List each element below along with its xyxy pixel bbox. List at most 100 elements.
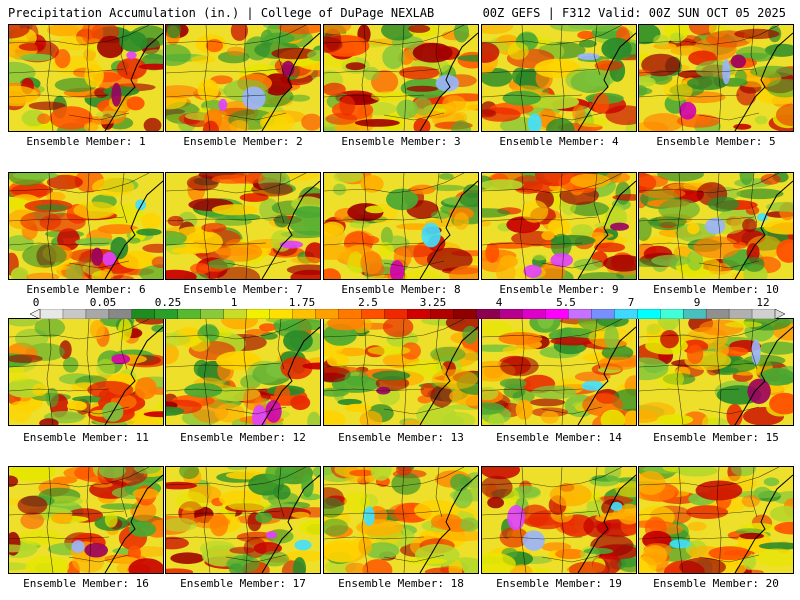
ensemble-map-panel bbox=[165, 318, 321, 426]
colorbar-tick-label: 4 bbox=[495, 296, 503, 309]
colorbar-swatch bbox=[62, 309, 87, 319]
precipitation-field bbox=[324, 467, 478, 573]
colorbar-tick-label: 12 bbox=[756, 296, 770, 309]
colorbar-swatch bbox=[154, 309, 179, 319]
precipitation-field bbox=[482, 467, 636, 573]
ensemble-member-label: Ensemble Member: 12 bbox=[180, 431, 306, 444]
ensemble-map-panel bbox=[481, 172, 637, 280]
precipitation-field bbox=[9, 319, 163, 425]
precipitation-field bbox=[482, 173, 636, 279]
ensemble-member-label: Ensemble Member: 18 bbox=[338, 577, 464, 590]
ensemble-member-label: Ensemble Member: 19 bbox=[496, 577, 622, 590]
precipitation-field bbox=[482, 319, 636, 425]
colorbar-tick-label: 0 bbox=[32, 296, 40, 309]
header: Precipitation Accumulation (in.) | Colle… bbox=[0, 0, 800, 22]
product-title: Precipitation Accumulation (in.) | Colle… bbox=[8, 6, 435, 20]
ensemble-map-panel bbox=[323, 318, 479, 426]
precipitation-field bbox=[166, 467, 320, 573]
colorbar-swatch bbox=[246, 309, 271, 319]
colorbar-tick-label: 2.5 bbox=[358, 296, 378, 309]
precipitation-field bbox=[166, 319, 320, 425]
precipitation-field bbox=[482, 25, 636, 131]
colorbar-swatch bbox=[751, 309, 776, 319]
colorbar-swatch bbox=[384, 309, 409, 319]
colorbar-swatch bbox=[407, 309, 432, 319]
ensemble-map-panel bbox=[165, 24, 321, 132]
precipitation-field bbox=[9, 467, 163, 573]
colorbar-swatch bbox=[545, 309, 569, 319]
colorbar-swatch bbox=[292, 309, 317, 319]
precipitation-field bbox=[639, 25, 793, 131]
ensemble-member-label: Ensemble Member: 20 bbox=[653, 577, 779, 590]
colorbar-tick-label: 9 bbox=[693, 296, 701, 309]
colorbar-swatch bbox=[39, 309, 64, 319]
precipitation-field bbox=[639, 173, 793, 279]
colorbar-tick-label: 0.05 bbox=[89, 296, 117, 309]
precipitation-field bbox=[166, 173, 320, 279]
colorbar-swatch bbox=[705, 309, 730, 319]
colorbar-swatch bbox=[568, 309, 592, 319]
ensemble-member-label: Ensemble Member: 3 bbox=[341, 135, 461, 148]
ensemble-member-label: Ensemble Member: 13 bbox=[338, 431, 464, 444]
colorbar-tick-label: 7 bbox=[627, 296, 635, 309]
ensemble-map-panel bbox=[481, 24, 637, 132]
colorbar-swatch bbox=[682, 309, 707, 319]
colorbar-swatch bbox=[200, 309, 225, 319]
colorbar-swatch bbox=[108, 309, 133, 319]
ensemble-map-panel bbox=[638, 24, 794, 132]
ensemble-map-panel bbox=[481, 318, 637, 426]
ensemble-member-label: Ensemble Member: 4 bbox=[499, 135, 619, 148]
ensemble-member-label: Ensemble Member: 9 bbox=[499, 283, 619, 296]
colorbar-swatch bbox=[499, 309, 524, 319]
ensemble-map-panel bbox=[8, 318, 164, 426]
colorbar-tick-label: 1.75 bbox=[288, 296, 316, 309]
precipitation-field bbox=[166, 25, 320, 131]
ensemble-map-panel bbox=[638, 318, 794, 426]
colorbar-min-arrow bbox=[30, 309, 41, 319]
ensemble-member-label: Ensemble Member: 7 bbox=[183, 283, 303, 296]
ensemble-member-label: Ensemble Member: 2 bbox=[183, 135, 303, 148]
colorbar-swatch bbox=[453, 309, 478, 319]
colorbar-tick-label: 0.25 bbox=[154, 296, 182, 309]
colorbar-swatch bbox=[315, 309, 340, 319]
colorbar-max-arrow bbox=[774, 309, 785, 319]
precipitation-field bbox=[9, 173, 163, 279]
ensemble-member-label: Ensemble Member: 6 bbox=[26, 283, 146, 296]
colorbar-tick-label: 1 bbox=[230, 296, 238, 309]
colorbar-tick-label: 3.25 bbox=[419, 296, 447, 309]
colorbar-swatch bbox=[430, 309, 455, 319]
ensemble-member-label: Ensemble Member: 8 bbox=[341, 283, 461, 296]
ensemble-member-label: Ensemble Member: 17 bbox=[180, 577, 306, 590]
ensemble-member-label: Ensemble Member: 11 bbox=[23, 431, 149, 444]
colorbar-swatch bbox=[637, 309, 661, 319]
colorbar-swatch bbox=[614, 309, 638, 319]
colorbar-swatch bbox=[660, 309, 684, 319]
colorbar-swatch bbox=[591, 309, 615, 319]
ensemble-map-panel bbox=[165, 466, 321, 574]
ensemble-map-panel bbox=[8, 172, 164, 280]
ensemble-member-label: Ensemble Member: 16 bbox=[23, 577, 149, 590]
ensemble-member-label: Ensemble Member: 15 bbox=[653, 431, 779, 444]
colorbar-swatch bbox=[131, 309, 156, 319]
colorbar-swatch bbox=[361, 309, 386, 319]
precipitation-field bbox=[324, 25, 478, 131]
ensemble-map-panel bbox=[638, 172, 794, 280]
ensemble-map-panel bbox=[8, 24, 164, 132]
colorbar-tick-label: 5.5 bbox=[556, 296, 576, 309]
ensemble-map-panel bbox=[638, 466, 794, 574]
precipitation-field bbox=[639, 467, 793, 573]
colorbar-swatch bbox=[85, 309, 110, 319]
colorbar-swatch bbox=[476, 309, 501, 319]
ensemble-member-label: Ensemble Member: 10 bbox=[653, 283, 779, 296]
colorbar-swatch bbox=[728, 309, 753, 319]
ensemble-member-label: Ensemble Member: 14 bbox=[496, 431, 622, 444]
colorbar-swatch bbox=[177, 309, 202, 319]
ensemble-member-label: Ensemble Member: 5 bbox=[656, 135, 776, 148]
precipitation-field bbox=[324, 319, 478, 425]
precipitation-field bbox=[324, 173, 478, 279]
colorbar-swatch bbox=[223, 309, 248, 319]
ensemble-map-panel bbox=[323, 24, 479, 132]
precipitation-field bbox=[9, 25, 163, 131]
ensemble-map-panel bbox=[481, 466, 637, 574]
colorbar-swatch bbox=[338, 309, 363, 319]
